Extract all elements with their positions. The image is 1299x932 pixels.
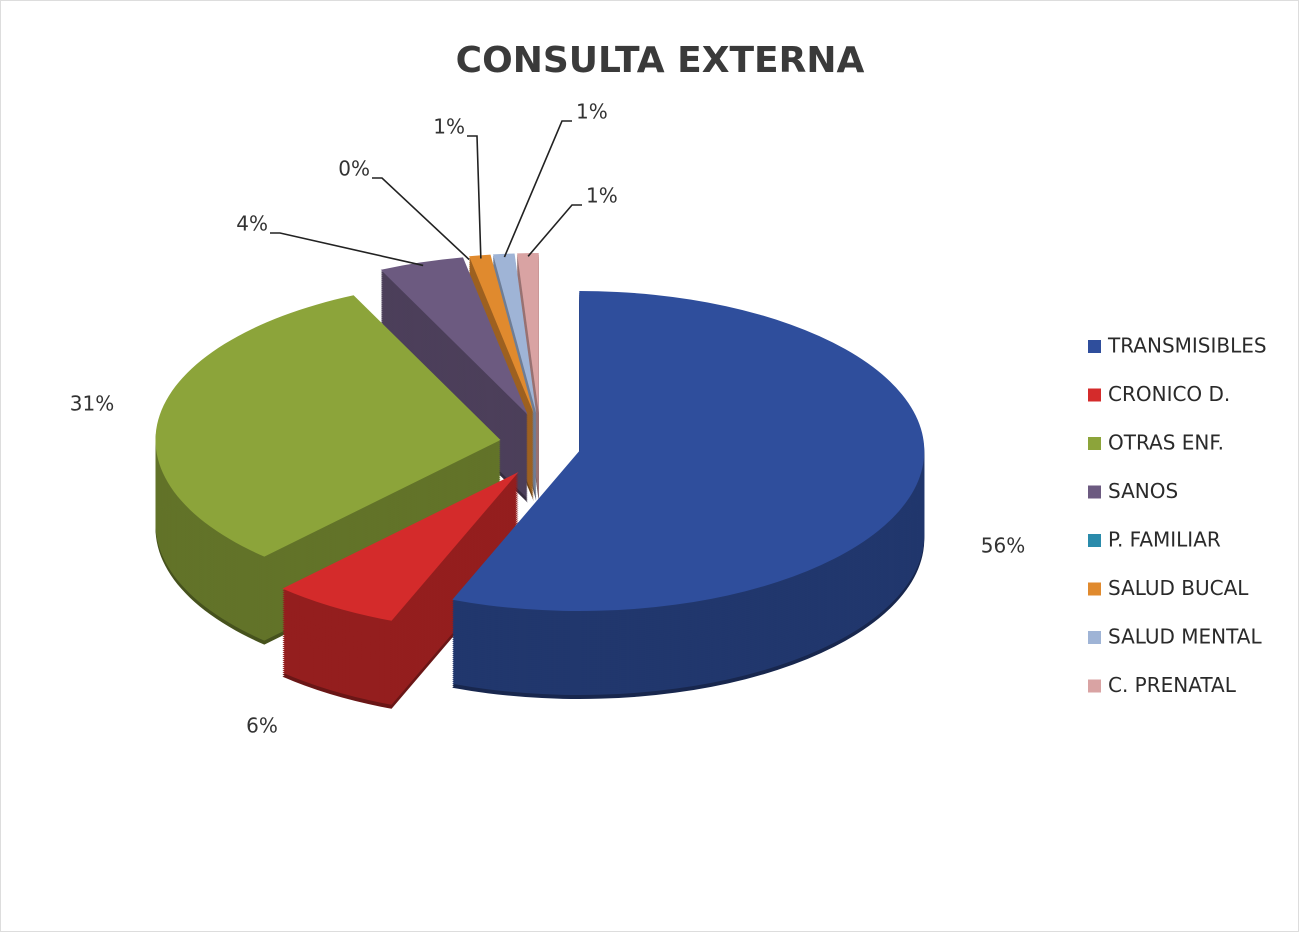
legend-swatch <box>1088 437 1101 450</box>
legend-swatch <box>1088 582 1101 596</box>
slice <box>380 257 528 415</box>
leader-line <box>467 135 482 259</box>
leader-line <box>503 120 572 258</box>
chart-title: CONSULTA EXTERNA <box>456 40 865 81</box>
legend-swatch <box>1088 631 1101 644</box>
legend-swatch <box>1088 679 1101 693</box>
slice-side <box>469 268 534 428</box>
legend-label: SALUD MENTAL <box>1108 625 1262 649</box>
slice <box>517 253 539 414</box>
leader-line <box>372 177 470 261</box>
slice-side <box>469 264 534 424</box>
slice-side <box>469 260 534 420</box>
slice <box>469 254 534 414</box>
leader-line <box>270 232 424 267</box>
leader-line <box>527 204 582 257</box>
slice <box>452 290 925 611</box>
legend-label: P. FAMILIAR <box>1108 528 1221 552</box>
legend-label: SANOS <box>1108 479 1178 503</box>
data-label: 56% <box>981 534 1025 558</box>
legend-label: OTRAS ENF. <box>1108 431 1224 455</box>
data-label: 4% <box>236 212 268 236</box>
data-label: 31% <box>70 392 114 416</box>
slice-side <box>469 256 534 416</box>
slice-side <box>469 258 534 418</box>
legend-swatch <box>1088 388 1101 402</box>
data-label: 1% <box>433 115 465 139</box>
slice-side <box>492 255 537 416</box>
legend-label: SALUD BUCAL <box>1108 576 1249 600</box>
slice-side <box>492 257 537 418</box>
slice-side <box>469 270 534 430</box>
data-label: 6% <box>246 714 278 738</box>
slice-side <box>492 259 537 420</box>
data-label: 1% <box>586 184 618 208</box>
slice-side <box>469 262 534 422</box>
slice <box>282 472 519 621</box>
slice-side <box>469 266 534 426</box>
legend-swatch <box>1088 485 1101 499</box>
legend-swatch <box>1088 534 1101 547</box>
data-label: 1% <box>576 100 608 124</box>
legend-label: CRONICO D. <box>1108 382 1230 406</box>
slice <box>492 253 537 414</box>
data-label: 0% <box>338 157 370 181</box>
legend-swatch <box>1088 340 1101 353</box>
legend-label: C. PRENATAL <box>1108 673 1237 697</box>
slice <box>155 295 501 557</box>
slice-side <box>492 261 537 422</box>
legend-label: TRANSMISIBLES <box>1107 334 1267 358</box>
